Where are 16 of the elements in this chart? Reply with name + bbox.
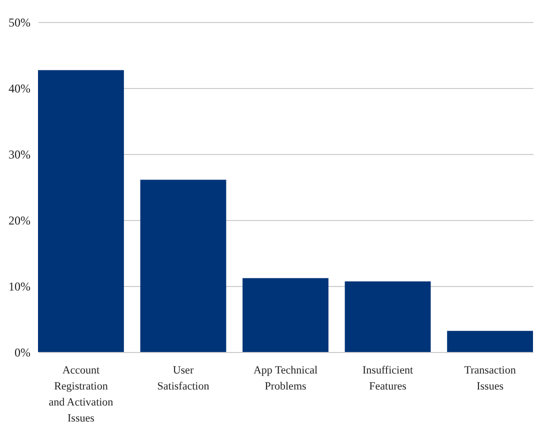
x-tick-label: App Technical Problems [253,364,318,392]
x-tick-label: Insufficient Features [362,364,414,392]
y-tick-label: 10% [8,280,30,294]
y-tick-label: 40% [8,82,30,96]
x-tick-label: User Satisfaction [157,364,210,392]
y-tick-label: 0% [14,346,30,360]
bar [447,330,533,352]
y-tick-label: 30% [8,148,30,162]
bar [242,278,328,352]
bar [344,281,431,352]
y-tick-label: 20% [8,214,30,228]
x-tick-label: Account Registration and Activation Issues [48,364,114,424]
bar [38,70,124,352]
bar [140,180,226,352]
y-tick-label: 50% [8,16,30,30]
x-tick-label: Transaction Issues [464,364,516,392]
